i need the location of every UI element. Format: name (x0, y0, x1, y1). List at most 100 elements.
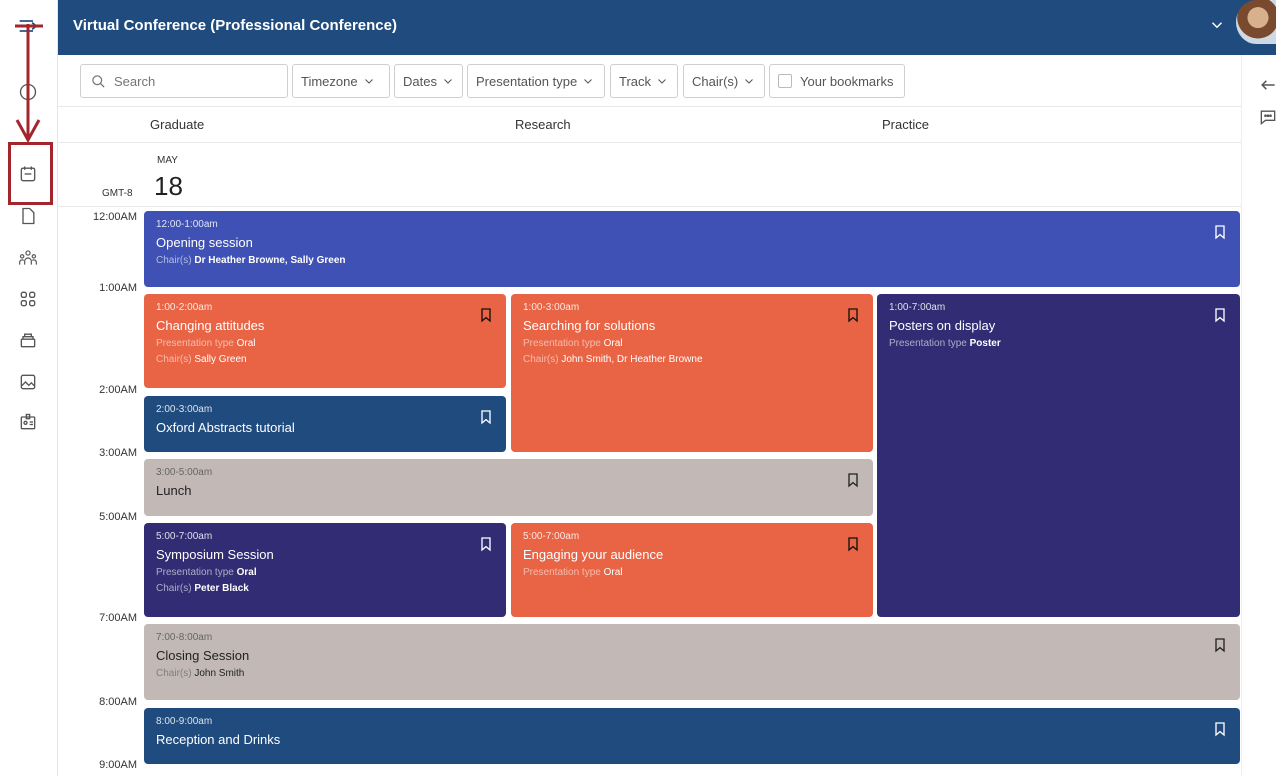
session-title: Engaging your audience (523, 547, 664, 562)
archive-icon[interactable] (14, 326, 42, 354)
track-dropdown[interactable]: Track (610, 64, 678, 98)
session-card[interactable]: 1:00-2:00am Changing attitudes Presentat… (144, 294, 506, 388)
presentation-type-dropdown[interactable]: Presentation type (467, 64, 605, 98)
session-time: 12:00-1:00am (156, 219, 218, 230)
grid-icon[interactable] (14, 285, 42, 313)
time-label: 1:00AM (99, 282, 137, 294)
session-card[interactable]: 5:00-7:00am Symposium Session Presentati… (144, 523, 506, 617)
column-header: Practice (882, 117, 929, 132)
time-label: 5:00AM (99, 511, 137, 523)
column-header: Research (515, 117, 571, 132)
chevron-down-icon (658, 79, 666, 84)
calendar-icon[interactable] (14, 160, 42, 188)
time-label: 3:00AM (99, 447, 137, 459)
session-time: 1:00-3:00am (523, 302, 580, 313)
avatar[interactable] (1236, 0, 1276, 44)
time-label: 8:00AM (99, 696, 137, 708)
chevron-down-icon (745, 79, 754, 84)
chat-icon[interactable] (1258, 107, 1276, 127)
column-header: Graduate (150, 117, 205, 132)
track-column-headers: Graduate Research Practice (58, 108, 1241, 143)
session-chairs: Chair(s) John Smith, Dr Heather Browne (523, 354, 703, 365)
session-time: 5:00-7:00am (523, 531, 580, 542)
conference-title: Virtual Conference (Professional Confere… (73, 17, 397, 34)
session-card[interactable]: 2:00-3:00am Oxford Abstracts tutorial (144, 396, 506, 452)
people-icon[interactable] (14, 244, 42, 272)
session-card[interactable]: 1:00-7:00am Posters on display Presentat… (877, 294, 1240, 617)
session-type: Presentation type Oral (156, 338, 256, 349)
session-card[interactable]: 5:00-7:00am Engaging your audience Prese… (511, 523, 873, 617)
date-month: MAY (157, 155, 178, 166)
session-chairs: Chair(s) Dr Heather Browne, Sally Green (156, 255, 346, 266)
badge-icon[interactable] (14, 408, 42, 436)
top-header: Virtual Conference (Professional Confere… (58, 0, 1276, 55)
presentation-type-label: Presentation type (476, 73, 578, 89)
session-type: Presentation type Poster (889, 338, 1001, 349)
session-card[interactable]: 12:00-1:00am Opening session Chair(s) Dr… (144, 211, 1240, 287)
chevron-down-icon (444, 79, 452, 84)
session-title: Reception and Drinks (156, 732, 281, 747)
annotation-arrow (15, 24, 43, 144)
bookmark-icon[interactable] (478, 535, 494, 553)
right-collapsed-panel (1241, 55, 1276, 776)
chevron-down-icon (584, 79, 593, 84)
session-card[interactable]: 7:00-8:00am Closing Session Chair(s) Joh… (144, 624, 1240, 700)
time-label: 12:00AM (92, 211, 137, 223)
document-icon[interactable] (14, 202, 42, 230)
chevron-down-icon[interactable] (1208, 16, 1226, 34)
session-title: Searching for solutions (523, 318, 656, 333)
session-time: 1:00-7:00am (889, 302, 946, 313)
chevron-down-icon (364, 79, 373, 84)
session-type: Presentation type Oral (156, 567, 257, 578)
session-title: Oxford Abstracts tutorial (156, 420, 295, 435)
chairs-label: Chair(s) (692, 73, 739, 89)
bookmark-icon[interactable] (1212, 306, 1228, 324)
dates-label: Dates (403, 73, 437, 89)
search-input[interactable] (114, 73, 264, 89)
session-title: Symposium Session (156, 547, 274, 562)
timezone-indicator: GMT-8 (102, 188, 133, 199)
session-card[interactable]: 3:00-5:00am Lunch (144, 459, 873, 516)
session-title: Opening session (156, 235, 253, 250)
bookmarks-checkbox[interactable] (778, 74, 792, 88)
session-title: Closing Session (156, 648, 250, 663)
track-label: Track (619, 73, 652, 89)
session-chairs: Chair(s) John Smith (156, 668, 245, 679)
bookmark-icon[interactable] (1212, 223, 1228, 241)
session-time: 3:00-5:00am (156, 467, 213, 478)
session-time: 5:00-7:00am (156, 531, 213, 542)
session-time: 1:00-2:00am (156, 302, 213, 313)
chairs-dropdown[interactable]: Chair(s) (683, 64, 765, 98)
search-icon (92, 74, 105, 88)
bookmark-icon[interactable] (845, 471, 861, 489)
bookmark-icon[interactable] (478, 408, 494, 426)
time-label: 2:00AM (99, 384, 137, 396)
session-card[interactable]: 8:00-9:00am Reception and Drinks (144, 708, 1240, 764)
bookmark-icon[interactable] (478, 306, 494, 324)
time-label: 7:00AM (99, 612, 137, 624)
timezone-dropdown[interactable]: Timezone (292, 64, 390, 98)
session-card[interactable]: 1:00-3:00am Searching for solutions Pres… (511, 294, 873, 452)
arrow-left-icon[interactable] (1258, 75, 1276, 95)
search-field[interactable] (80, 64, 288, 98)
bookmark-icon[interactable] (1212, 636, 1228, 654)
bookmarks-toggle[interactable]: Your bookmarks (769, 64, 905, 98)
session-type: Presentation type Oral (523, 338, 623, 349)
time-label: 9:00AM (99, 759, 137, 771)
bookmark-icon[interactable] (845, 306, 861, 324)
calendar-highlight-box (8, 142, 53, 205)
bookmarks-label: Your bookmarks (800, 73, 894, 89)
session-time: 7:00-8:00am (156, 632, 213, 643)
session-title: Changing attitudes (156, 318, 265, 333)
session-title: Lunch (156, 483, 192, 498)
session-chairs: Chair(s) Sally Green (156, 354, 247, 365)
bookmark-icon[interactable] (845, 535, 861, 553)
image-icon[interactable] (14, 368, 42, 396)
timezone-label: Timezone (301, 73, 358, 89)
filter-bar: Timezone Dates Presentation type Track C… (58, 55, 1241, 107)
session-time: 2:00-3:00am (156, 404, 213, 415)
session-type: Presentation type Oral (523, 567, 623, 578)
dates-dropdown[interactable]: Dates (394, 64, 463, 98)
bookmark-icon[interactable] (1212, 720, 1228, 738)
